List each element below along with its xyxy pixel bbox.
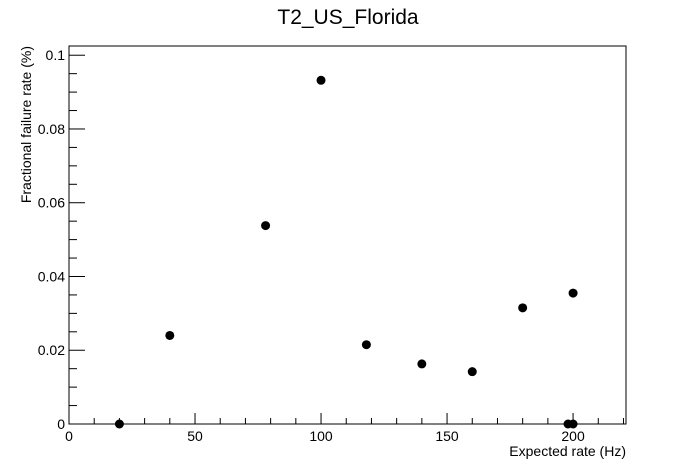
x-tick-label: 200 [561,428,585,444]
y-axis-label: Fractional failure rate (%) [18,46,34,203]
data-point [114,419,124,429]
plot-frame [68,45,627,425]
y-tick-label: 0.02 [38,342,65,358]
y-tick-label: 0.06 [38,195,65,211]
y-tick-label: 0.08 [38,121,65,137]
x-tick-label: 50 [187,428,203,444]
x-tick-label: 150 [435,428,459,444]
data-point [467,367,477,377]
data-point [518,303,528,313]
data-point [568,419,578,429]
y-tick-label: 0.1 [46,47,66,63]
data-point [568,288,578,298]
axis-ticks [68,54,624,425]
data-point [316,75,326,85]
axis-tick-labels: 0 50 100 150 200 0 0.02 0.04 0.06 0.08 0.1 [38,47,585,444]
x-axis-label: Expected rate (Hz) [509,443,626,459]
y-tick-label: 0.04 [38,268,65,284]
data-points [114,75,578,429]
chart-title: T2_US_Florida [277,6,419,29]
data-point [417,359,427,369]
x-tick-label: 100 [309,428,333,444]
x-tick-label: 0 [65,428,73,444]
data-point [165,330,175,340]
y-tick-label: 0 [57,416,65,432]
data-point [361,340,371,350]
data-point [261,221,271,231]
